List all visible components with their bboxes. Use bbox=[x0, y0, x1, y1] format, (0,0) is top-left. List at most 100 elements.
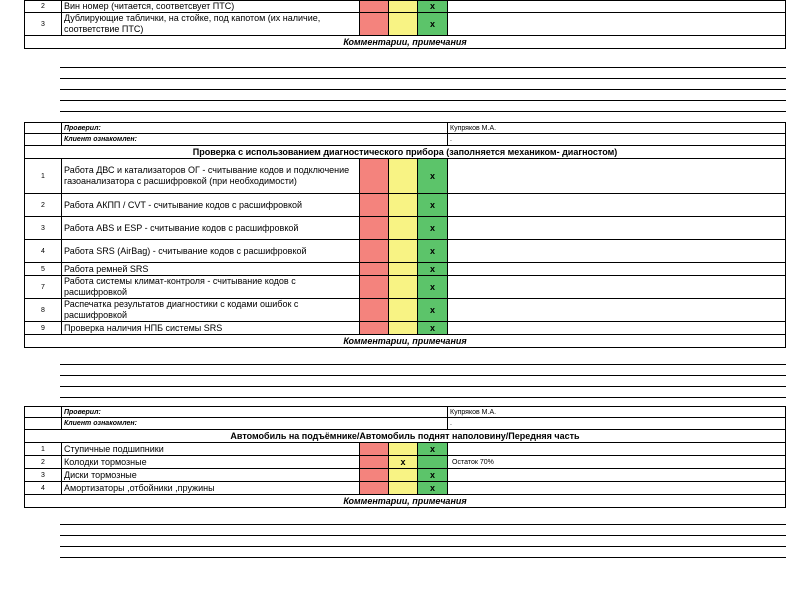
status-red-cell[interactable] bbox=[360, 482, 389, 494]
status-green-cell[interactable]: x bbox=[418, 322, 448, 334]
table-row: 2 Колодки тормозные x Остаток 70% bbox=[24, 456, 786, 469]
comment-line[interactable] bbox=[60, 376, 786, 387]
table-row: 8 Распечатка результатов диагностики с к… bbox=[24, 299, 786, 322]
client-row: Клиент ознакомлен: . bbox=[24, 134, 786, 146]
table-row: 3 Диски тормозные x bbox=[24, 469, 786, 482]
status-yellow-cell[interactable] bbox=[389, 299, 418, 321]
item-note bbox=[448, 13, 785, 35]
client-ack-value[interactable]: . bbox=[450, 136, 452, 143]
status-red-cell[interactable] bbox=[360, 13, 389, 35]
status-green-cell[interactable]: x bbox=[418, 240, 448, 262]
status-yellow-cell[interactable]: x bbox=[389, 456, 418, 468]
check-mark: x bbox=[429, 482, 435, 493]
comment-line[interactable] bbox=[60, 536, 786, 547]
status-red-cell[interactable] bbox=[360, 194, 389, 216]
check-mark: x bbox=[429, 245, 435, 256]
comment-line[interactable] bbox=[60, 90, 786, 101]
check-mark: x bbox=[429, 1, 435, 11]
status-red-cell[interactable] bbox=[360, 443, 389, 455]
item-description: Работа системы климат-контроля - считыва… bbox=[62, 276, 360, 298]
comment-line[interactable] bbox=[60, 101, 786, 112]
table-row: 1 Работа ДВС и катализаторов ОГ - считыв… bbox=[24, 159, 786, 194]
table-row: 1 Ступичные подшипники x bbox=[24, 443, 786, 456]
comments-header: Комментарии, примечания bbox=[24, 335, 786, 348]
inspection-sheet: 2 Вин номер (читается, соответсвует ПТС)… bbox=[24, 0, 786, 558]
status-green-cell[interactable]: x bbox=[418, 1, 448, 12]
item-number: 1 bbox=[25, 159, 62, 193]
checked-by-value[interactable]: Купряков М.А. bbox=[450, 124, 497, 132]
status-red-cell[interactable] bbox=[360, 469, 389, 481]
status-yellow-cell[interactable] bbox=[389, 322, 418, 334]
item-description: Вин номер (читается, соответсвует ПТС) bbox=[62, 1, 360, 12]
status-red-cell[interactable] bbox=[360, 276, 389, 298]
check-mark: x bbox=[429, 199, 435, 210]
status-red-cell[interactable] bbox=[360, 1, 389, 12]
status-yellow-cell[interactable] bbox=[389, 1, 418, 12]
item-number: 2 bbox=[25, 1, 62, 12]
item-description: Проверка наличия НПБ системы SRS bbox=[62, 322, 360, 334]
item-description: Работа ДВС и катализаторов ОГ - считыван… bbox=[62, 159, 360, 193]
item-description: Распечатка результатов диагностики с код… bbox=[62, 299, 360, 321]
item-note bbox=[448, 276, 785, 298]
client-ack-value[interactable]: . bbox=[450, 420, 452, 427]
item-note bbox=[448, 1, 785, 12]
status-green-cell[interactable]: x bbox=[418, 443, 448, 455]
status-yellow-cell[interactable] bbox=[389, 443, 418, 455]
comment-line[interactable] bbox=[60, 68, 786, 79]
item-description: Работа ремней SRS bbox=[62, 263, 360, 275]
status-green-cell[interactable]: x bbox=[418, 13, 448, 35]
status-yellow-cell[interactable] bbox=[389, 263, 418, 275]
check-mark: x bbox=[429, 222, 435, 233]
status-yellow-cell[interactable] bbox=[389, 469, 418, 481]
status-green-cell[interactable]: x bbox=[418, 469, 448, 481]
status-yellow-cell[interactable] bbox=[389, 240, 418, 262]
comment-line[interactable] bbox=[60, 354, 786, 365]
comment-line[interactable] bbox=[60, 547, 786, 558]
comment-line[interactable] bbox=[60, 365, 786, 376]
status-green-cell[interactable]: x bbox=[418, 263, 448, 275]
status-yellow-cell[interactable] bbox=[389, 159, 418, 193]
status-yellow-cell[interactable] bbox=[389, 194, 418, 216]
item-note bbox=[448, 194, 785, 216]
status-green-cell[interactable]: x bbox=[418, 299, 448, 321]
comments-header: Комментарии, примечания bbox=[24, 495, 786, 508]
status-green-cell[interactable]: x bbox=[418, 482, 448, 494]
comment-line[interactable] bbox=[60, 525, 786, 536]
item-description: Амортизаторы ,отбойники ,пружины bbox=[62, 482, 360, 494]
status-red-cell[interactable] bbox=[360, 240, 389, 262]
table-row: 3 Работа ABS и ESP - считывание кодов с … bbox=[24, 217, 786, 240]
status-yellow-cell[interactable] bbox=[389, 482, 418, 494]
status-yellow-cell[interactable] bbox=[389, 276, 418, 298]
checked-by-label: Проверил: bbox=[62, 123, 448, 133]
status-green-cell[interactable]: x bbox=[418, 159, 448, 193]
item-number: 2 bbox=[25, 456, 62, 468]
signature-row: Проверил: Купряков М.А. bbox=[24, 122, 786, 134]
status-red-cell[interactable] bbox=[360, 322, 389, 334]
status-red-cell[interactable] bbox=[360, 299, 389, 321]
check-mark: x bbox=[429, 443, 435, 454]
status-red-cell[interactable] bbox=[360, 217, 389, 239]
status-green-cell[interactable]: x bbox=[418, 217, 448, 239]
status-green-cell[interactable]: x bbox=[418, 276, 448, 298]
status-yellow-cell[interactable] bbox=[389, 217, 418, 239]
status-green-cell[interactable] bbox=[418, 456, 448, 468]
item-note: Остаток 70% bbox=[452, 458, 494, 466]
status-red-cell[interactable] bbox=[360, 159, 389, 193]
status-green-cell[interactable]: x bbox=[418, 194, 448, 216]
status-red-cell[interactable] bbox=[360, 456, 389, 468]
client-ack-label: Клиент ознакомлен: bbox=[62, 134, 448, 145]
item-description: Диски тормозные bbox=[62, 469, 360, 481]
section-title: Проверка с использованием диагностическо… bbox=[24, 146, 786, 159]
comment-line[interactable] bbox=[60, 514, 786, 525]
status-red-cell[interactable] bbox=[360, 263, 389, 275]
item-note bbox=[448, 482, 785, 494]
check-mark: x bbox=[429, 281, 435, 292]
comment-line[interactable] bbox=[60, 387, 786, 398]
comment-line[interactable] bbox=[60, 79, 786, 90]
comment-line[interactable] bbox=[60, 57, 786, 68]
status-yellow-cell[interactable] bbox=[389, 13, 418, 35]
check-mark: x bbox=[429, 304, 435, 315]
item-description: Дублирующие таблички, на стойке, под кап… bbox=[62, 13, 360, 35]
checked-by-value[interactable]: Купряков М.А. bbox=[450, 408, 497, 416]
item-note bbox=[448, 159, 785, 193]
